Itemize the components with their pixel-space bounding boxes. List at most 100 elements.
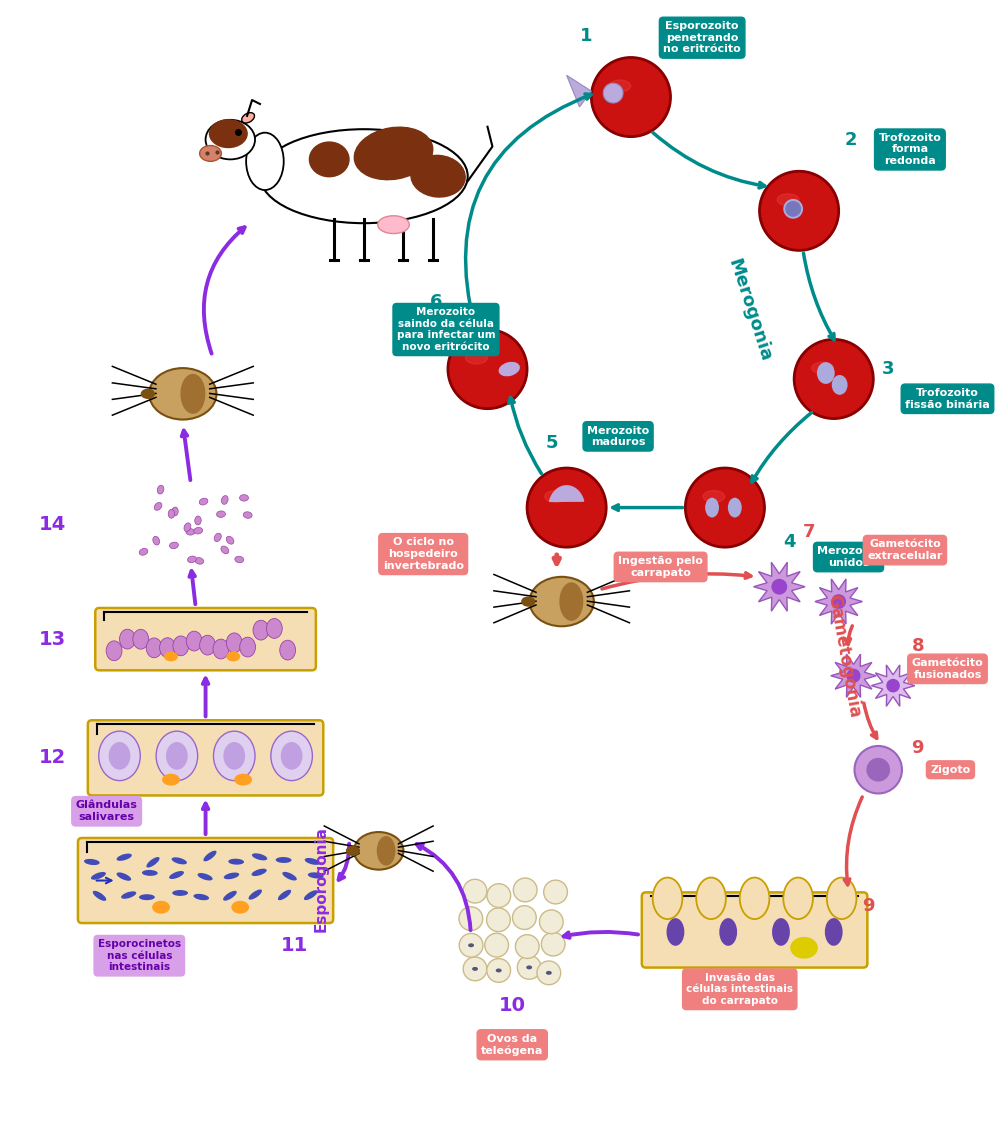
Ellipse shape: [186, 632, 202, 651]
Ellipse shape: [667, 918, 684, 946]
Ellipse shape: [228, 858, 244, 865]
Ellipse shape: [224, 873, 239, 880]
Ellipse shape: [152, 901, 170, 913]
Ellipse shape: [468, 944, 474, 947]
Ellipse shape: [223, 742, 245, 770]
Ellipse shape: [545, 490, 566, 503]
Ellipse shape: [186, 528, 195, 535]
Ellipse shape: [226, 536, 234, 544]
Text: 12: 12: [39, 748, 66, 767]
Text: Merozoito
unidos: Merozoito unidos: [817, 546, 880, 568]
Ellipse shape: [235, 557, 244, 563]
Ellipse shape: [560, 583, 583, 620]
Circle shape: [544, 880, 567, 904]
Ellipse shape: [153, 536, 160, 545]
Ellipse shape: [173, 636, 189, 655]
Ellipse shape: [234, 774, 252, 785]
Ellipse shape: [411, 155, 465, 197]
Ellipse shape: [162, 774, 180, 785]
Ellipse shape: [154, 503, 162, 511]
Ellipse shape: [170, 542, 178, 549]
Ellipse shape: [832, 375, 848, 395]
Ellipse shape: [242, 112, 255, 123]
Circle shape: [463, 880, 487, 903]
Text: 7: 7: [803, 523, 815, 541]
Circle shape: [513, 879, 537, 902]
Ellipse shape: [120, 629, 135, 649]
Ellipse shape: [93, 891, 106, 901]
Circle shape: [832, 595, 845, 608]
Ellipse shape: [496, 968, 502, 973]
Text: Zigoto: Zigoto: [930, 765, 971, 774]
Text: Trofozoito
fissão binária: Trofozoito fissão binária: [905, 388, 990, 410]
Ellipse shape: [195, 516, 201, 525]
Ellipse shape: [354, 833, 403, 870]
Ellipse shape: [214, 533, 221, 542]
Text: Gametócito
fusionados: Gametócito fusionados: [912, 657, 983, 680]
Ellipse shape: [164, 652, 178, 661]
Ellipse shape: [172, 857, 187, 864]
Ellipse shape: [213, 732, 255, 781]
Text: Merozoito
maduros: Merozoito maduros: [587, 425, 649, 448]
Circle shape: [760, 172, 839, 250]
Ellipse shape: [184, 523, 191, 532]
Circle shape: [772, 580, 787, 594]
Ellipse shape: [827, 877, 856, 919]
Ellipse shape: [740, 877, 769, 919]
Ellipse shape: [308, 872, 324, 879]
Circle shape: [517, 956, 541, 980]
Text: 11: 11: [281, 936, 308, 955]
Ellipse shape: [728, 498, 742, 517]
Ellipse shape: [109, 742, 130, 770]
Ellipse shape: [200, 146, 221, 162]
Ellipse shape: [139, 549, 148, 555]
Text: 8: 8: [911, 637, 924, 655]
Circle shape: [512, 905, 536, 929]
Circle shape: [515, 935, 539, 958]
Circle shape: [794, 340, 873, 419]
Text: Esporocinetos
nas células
intestinais: Esporocinetos nas células intestinais: [98, 939, 181, 973]
Ellipse shape: [280, 641, 296, 660]
Ellipse shape: [221, 546, 229, 554]
Ellipse shape: [168, 509, 175, 518]
Ellipse shape: [210, 120, 247, 147]
Ellipse shape: [169, 871, 184, 879]
Ellipse shape: [249, 890, 262, 900]
Ellipse shape: [278, 890, 291, 900]
Ellipse shape: [812, 362, 834, 374]
Circle shape: [847, 670, 860, 682]
Ellipse shape: [696, 877, 726, 919]
Circle shape: [785, 201, 801, 217]
Ellipse shape: [117, 854, 132, 861]
Ellipse shape: [223, 891, 237, 901]
Ellipse shape: [139, 894, 155, 900]
Ellipse shape: [546, 971, 552, 975]
Text: Ingestão pelo
carrapato: Ingestão pelo carrapato: [618, 557, 703, 578]
Circle shape: [459, 907, 483, 930]
Ellipse shape: [817, 362, 835, 384]
Ellipse shape: [133, 629, 149, 650]
Ellipse shape: [84, 858, 100, 865]
Ellipse shape: [99, 732, 140, 781]
Text: Trofozoito
forma
redonda: Trofozoito forma redonda: [878, 132, 941, 166]
Text: Glândulas
salivares: Glândulas salivares: [76, 800, 138, 822]
Ellipse shape: [466, 352, 487, 364]
Text: 3: 3: [882, 360, 894, 378]
Ellipse shape: [188, 557, 196, 562]
Ellipse shape: [522, 597, 535, 606]
Text: 2: 2: [844, 130, 857, 148]
Ellipse shape: [378, 215, 409, 233]
Circle shape: [485, 934, 509, 957]
Ellipse shape: [160, 637, 175, 657]
Ellipse shape: [231, 901, 249, 913]
Ellipse shape: [142, 870, 158, 876]
Ellipse shape: [240, 637, 256, 657]
Circle shape: [887, 680, 899, 692]
Ellipse shape: [526, 965, 532, 969]
Ellipse shape: [253, 620, 269, 640]
FancyBboxPatch shape: [95, 608, 316, 670]
Ellipse shape: [149, 368, 216, 420]
Text: O ciclo no
hospedeiro
invertebrado: O ciclo no hospedeiro invertebrado: [383, 537, 464, 571]
Text: 4: 4: [783, 533, 795, 551]
Ellipse shape: [703, 490, 725, 503]
